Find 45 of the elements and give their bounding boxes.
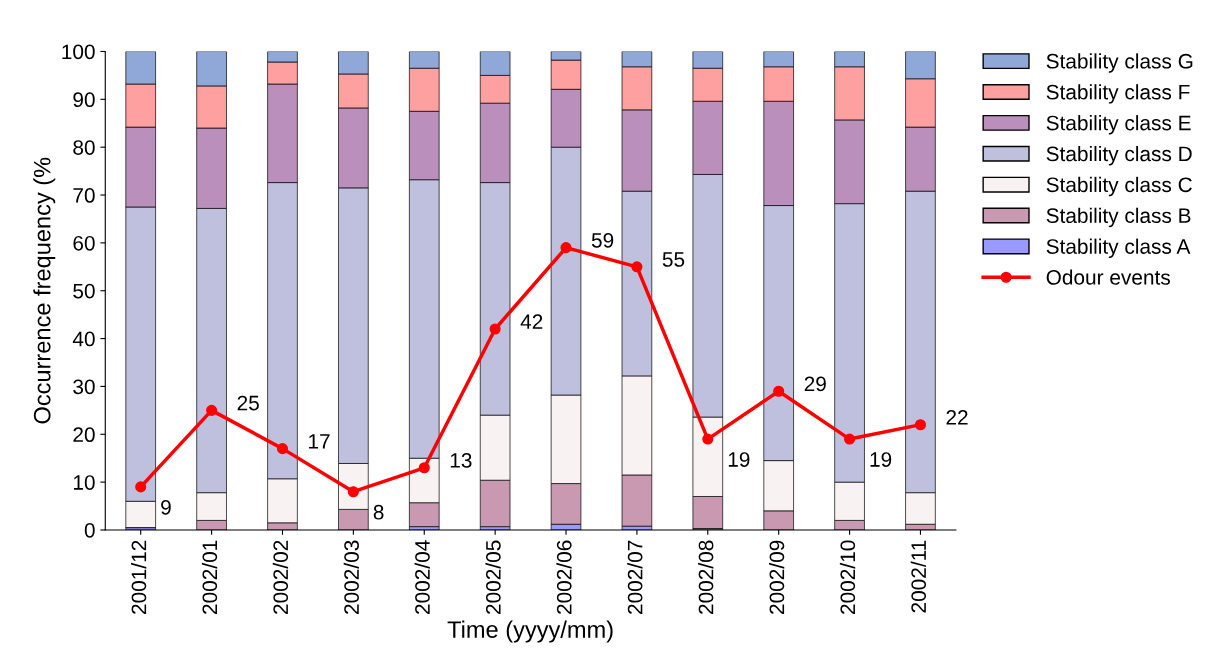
legend-label: Stability class C	[1046, 176, 1192, 197]
x-tick-label: 2002/05	[485, 540, 501, 614]
y-tick-label: 50	[73, 283, 95, 299]
x-tick-label: 2002/10	[839, 540, 856, 614]
y-tick-label: 40	[72, 331, 95, 347]
data-label: 22	[946, 409, 968, 425]
x-axis-title: Time (yyyy/mm)	[447, 620, 613, 643]
data-label: 42	[520, 314, 543, 329]
x-tick-label: 2002/11	[910, 540, 927, 613]
x-tick-label: 2002/06	[556, 540, 572, 614]
data-label: 25	[237, 395, 259, 411]
y-tick-label: 70	[73, 188, 95, 203]
data-label: 59	[591, 232, 614, 248]
data-label: 13	[450, 453, 472, 468]
x-tick-label: 2002/04	[414, 540, 430, 614]
y-tick-label: 10	[73, 475, 95, 490]
legend-label: Stability class D	[1046, 145, 1192, 166]
y-tick-label: 90	[73, 92, 95, 108]
legend-label: Stability class A	[1046, 238, 1191, 259]
x-tick-label: 2002/02	[272, 540, 289, 614]
legend-label: Stability class E	[1046, 115, 1191, 135]
data-label: 19	[728, 452, 750, 467]
y-tick-label: 30	[73, 379, 95, 395]
legend-label: Stability class G	[1046, 53, 1193, 73]
data-label: 55	[662, 252, 685, 267]
x-tick-label: 2002/07	[627, 540, 643, 614]
data-label: 9	[161, 499, 171, 515]
x-tick-label: 2002/03	[343, 540, 359, 614]
x-tick-label: 2002/09	[768, 540, 785, 614]
data-label: 29	[804, 376, 826, 392]
x-tick-label: 2002/01	[201, 540, 218, 614]
data-label: 17	[309, 434, 330, 449]
x-tick-label: 2002/08	[698, 540, 714, 614]
y-tick-label: 80	[73, 140, 95, 155]
data-label: 19	[870, 452, 892, 467]
legend-label: Stability class B	[1046, 207, 1191, 228]
y-tick-label: 60	[73, 235, 95, 251]
y-tick-label: 0	[84, 522, 95, 538]
data-label: 8	[373, 504, 384, 520]
legend-label: Odour events	[1046, 269, 1170, 285]
legend-label: Stability class F	[1046, 84, 1190, 104]
y-tick-label: 20	[73, 427, 95, 443]
y-axis-title: Occurrence frequency (%	[33, 157, 56, 424]
x-tick-label: 2001/12	[131, 540, 147, 614]
y-tick-label: 100	[62, 44, 95, 60]
